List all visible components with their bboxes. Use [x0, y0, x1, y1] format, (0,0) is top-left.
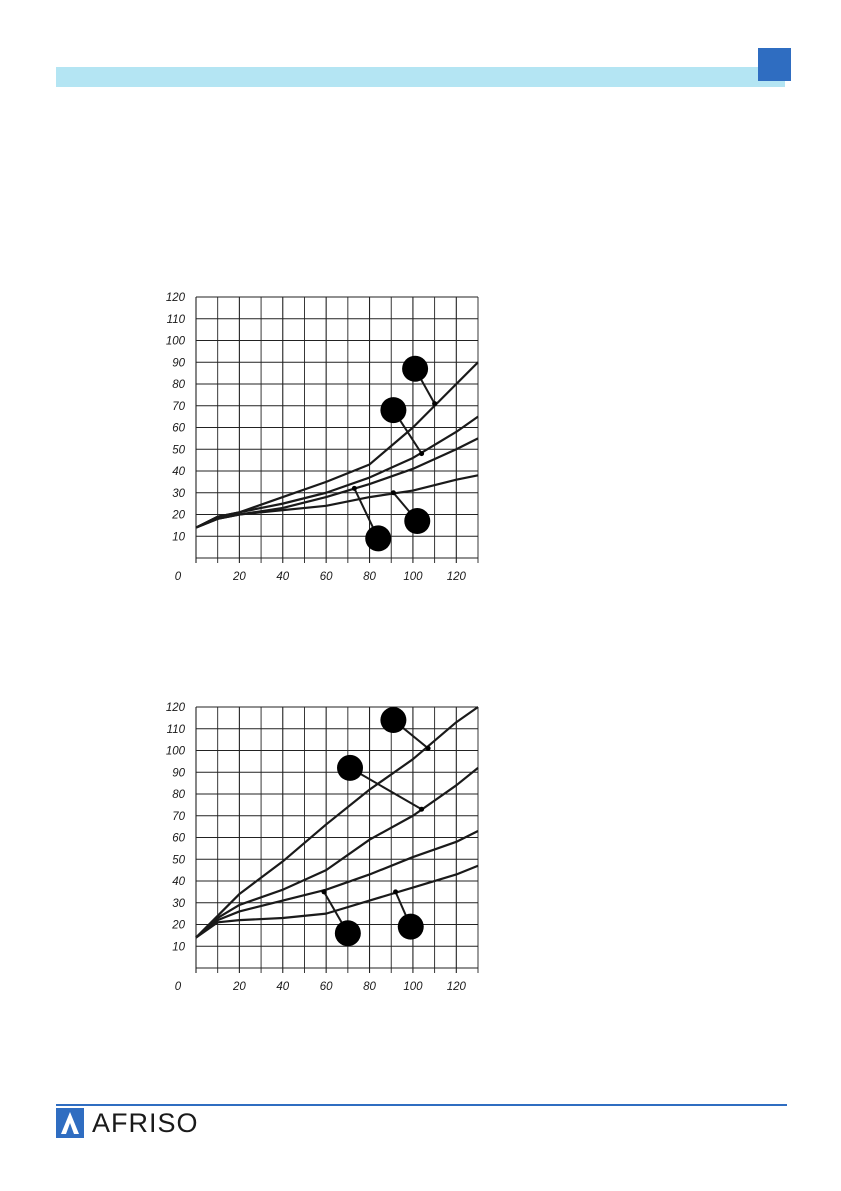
series-line-3 [195, 829, 479, 939]
series-line-4 [195, 864, 479, 939]
callout-dot [321, 889, 327, 895]
x-tick-label: 120 [447, 981, 467, 993]
x-tick-label: 60 [320, 571, 333, 583]
series-line-1 [195, 706, 479, 939]
callout-marker [334, 920, 361, 947]
header-band [56, 67, 785, 87]
y-tick-label: 120 [166, 702, 186, 714]
callout-marker [337, 754, 364, 781]
callout-dot [425, 745, 431, 751]
y-tick-label: 100 [166, 746, 186, 758]
x-tick-label: 60 [320, 981, 333, 993]
afriso-logo-icon [56, 1108, 84, 1138]
callout-3 [321, 889, 361, 947]
y-tick-label: 60 [172, 833, 185, 845]
x-tick-label: 80 [363, 981, 376, 993]
y-tick-label: 90 [172, 357, 185, 369]
y-tick-label: 20 [171, 920, 185, 932]
y-tick-label: 60 [172, 423, 185, 435]
x-tick-label: 80 [363, 571, 376, 583]
callout-marker [397, 913, 424, 940]
series-line-2 [195, 767, 479, 939]
callout-dot [432, 401, 438, 407]
callout-dot [351, 485, 357, 491]
footer-rule [56, 1104, 787, 1106]
y-tick-label: 70 [172, 811, 185, 823]
y-tick-label: 30 [172, 488, 185, 500]
chart-2: 10 20 30 40 50 60 70 80 90 100 110 120 20 40 60 80 100 12… [166, 702, 479, 993]
y-tick-label: 40 [172, 466, 185, 478]
callout-dot [419, 451, 425, 457]
grid [195, 296, 479, 563]
callout-1 [380, 707, 431, 751]
x-tick-label: 20 [232, 981, 246, 993]
y-tick-label: 100 [166, 336, 186, 348]
x-tick-label: 20 [232, 571, 246, 583]
callout-marker [404, 508, 431, 535]
x-tick-label: 100 [403, 571, 423, 583]
y-tick-label: 80 [172, 789, 185, 801]
series-line-4 [195, 474, 479, 529]
chart-1: 10 20 30 40 50 60 70 80 90 100 110 120 20 40 60 80 100 12… [166, 292, 479, 583]
y-tick-label: 50 [172, 854, 185, 866]
callout-2 [380, 397, 425, 457]
callout-4 [393, 889, 424, 940]
y-tick-label: 20 [171, 510, 185, 522]
y-tick-label: 10 [172, 941, 185, 953]
callout-4 [390, 490, 431, 535]
afriso-logo: AFRISO [56, 1108, 199, 1138]
y-tick-label: 70 [172, 401, 185, 413]
callout-marker [380, 397, 407, 424]
y-tick-label: 90 [172, 767, 185, 779]
x-tick-label: 120 [447, 571, 467, 583]
callout-dot [419, 806, 425, 812]
x-tick-label: 100 [403, 981, 423, 993]
x-tick-label: 40 [276, 981, 289, 993]
callout-marker [365, 525, 392, 552]
y-tick-label: 110 [167, 314, 186, 326]
section-marker [758, 48, 791, 81]
callout-marker [402, 355, 429, 382]
callout-2 [337, 754, 425, 812]
y-tick-label: 30 [172, 898, 185, 910]
logo-text: AFRISO [92, 1108, 199, 1138]
origin-label: 0 [175, 571, 182, 583]
y-tick-label: 120 [166, 292, 186, 304]
origin-label: 0 [175, 981, 182, 993]
y-tick-label: 110 [167, 724, 186, 736]
callout-leader [349, 767, 423, 811]
y-tick-label: 10 [172, 531, 185, 543]
callout-3 [351, 485, 392, 552]
y-tick-label: 50 [172, 444, 185, 456]
y-tick-label: 40 [172, 876, 185, 888]
callout-marker [380, 707, 407, 734]
callout-dot [393, 889, 399, 895]
x-tick-label: 40 [276, 571, 289, 583]
y-tick-label: 80 [172, 379, 185, 391]
callout-1 [402, 355, 438, 407]
series-line-2 [195, 415, 479, 529]
callout-dot [390, 490, 396, 496]
